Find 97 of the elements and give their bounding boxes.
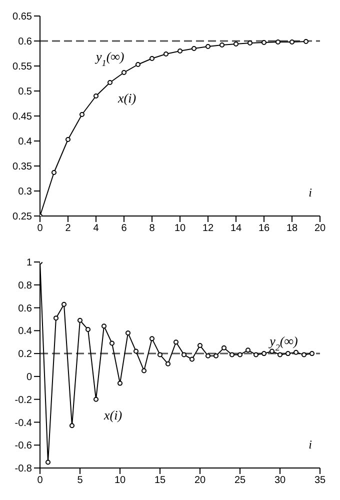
point [54,316,58,321]
y-tick-label: 0.35 [12,162,32,173]
y-tick-label: 0.3 [18,186,32,198]
x-tick-label: 0 [37,223,44,234]
point [80,112,84,117]
point [214,353,218,358]
point [102,324,106,329]
point [278,352,282,358]
ref-line-label: y$_{1}$(∞) [94,49,124,68]
y-tick-label: 0.45 [12,112,32,123]
point [150,336,154,342]
x-tick-label: 25 [234,475,246,486]
point [108,80,112,85]
point [136,62,140,67]
point [62,302,66,307]
x-axis-title: i [308,438,312,452]
point [198,343,202,348]
point [158,352,162,358]
point [150,56,154,61]
x-tick-label: 4 [93,223,100,234]
point [230,352,234,358]
y-tick-label: -0.8 [14,464,32,475]
y-tick-label: -0.4 [14,418,32,429]
x-tick-label: 10 [114,475,126,486]
x-tick-label: 20 [194,475,206,486]
point [190,356,194,362]
x-tick-label: 6 [121,223,128,234]
x-tick-label: 5 [77,475,84,486]
x-tick-label: 10 [174,223,186,234]
point [286,351,290,356]
point [94,396,98,402]
point [246,348,250,353]
point [126,330,130,336]
x-tick-label: 15 [154,475,166,486]
point [178,48,182,54]
x-tick-label: 35 [314,475,326,486]
point [304,39,308,44]
point [254,352,258,358]
point [94,94,98,98]
point [52,170,56,175]
x-tick-label: 0 [37,475,44,486]
point [310,351,314,356]
x-tick-label: 2 [65,223,72,234]
y-tick-label: -0.2 [14,394,32,406]
y-tick-label: 0.65 [12,12,32,23]
ref-line-label: y$_{2}$(∞) [268,334,298,353]
x-tick-label: 20 [314,223,326,234]
x-tick-label: 14 [230,223,242,234]
point [122,70,126,75]
y-tick-label: 0.6 [18,303,32,314]
point [70,423,74,428]
point [174,340,178,345]
point [192,46,196,51]
y-tick-label: 0.55 [12,62,32,73]
annotation: x(i) [117,90,136,106]
point [270,348,274,354]
point [110,340,114,346]
point [222,345,226,350]
annotation: x(i) [103,407,122,422]
point [118,380,122,386]
y-tick-label: 0 [26,372,32,383]
y-tick-label: 0.5 [18,86,32,98]
point [182,352,186,358]
y-tick-label: 0.25 [12,212,32,223]
x-tick-label: 12 [202,223,214,234]
point [238,352,242,358]
point [220,42,224,48]
y-tick-label: -0.6 [14,440,32,452]
point [290,40,294,44]
point [78,318,82,323]
point [234,42,238,46]
x-tick-label: 30 [274,475,286,486]
point [166,361,170,366]
x-tick-label: 18 [286,223,298,234]
y-tick-label: 0.4 [18,136,32,148]
point [302,352,306,358]
x-tick-label: 8 [149,223,156,234]
point [142,368,146,374]
y-tick-label: 0.4 [18,326,32,338]
point [248,40,252,46]
y-tick-label: 0.8 [18,280,32,292]
point [66,137,70,142]
y-tick-label: 1 [26,258,32,269]
point [134,348,138,354]
point [206,353,210,358]
y-tick-label: 0.6 [18,36,32,48]
point [294,350,298,355]
point [206,44,210,49]
x-axis-title: i [308,186,312,200]
x-tick-label: 16 [258,223,270,234]
y-tick-label: 0.2 [18,349,32,360]
point [276,40,280,44]
point [164,52,168,56]
point [46,460,50,465]
point [262,351,266,356]
point [262,40,266,45]
point [86,327,90,332]
